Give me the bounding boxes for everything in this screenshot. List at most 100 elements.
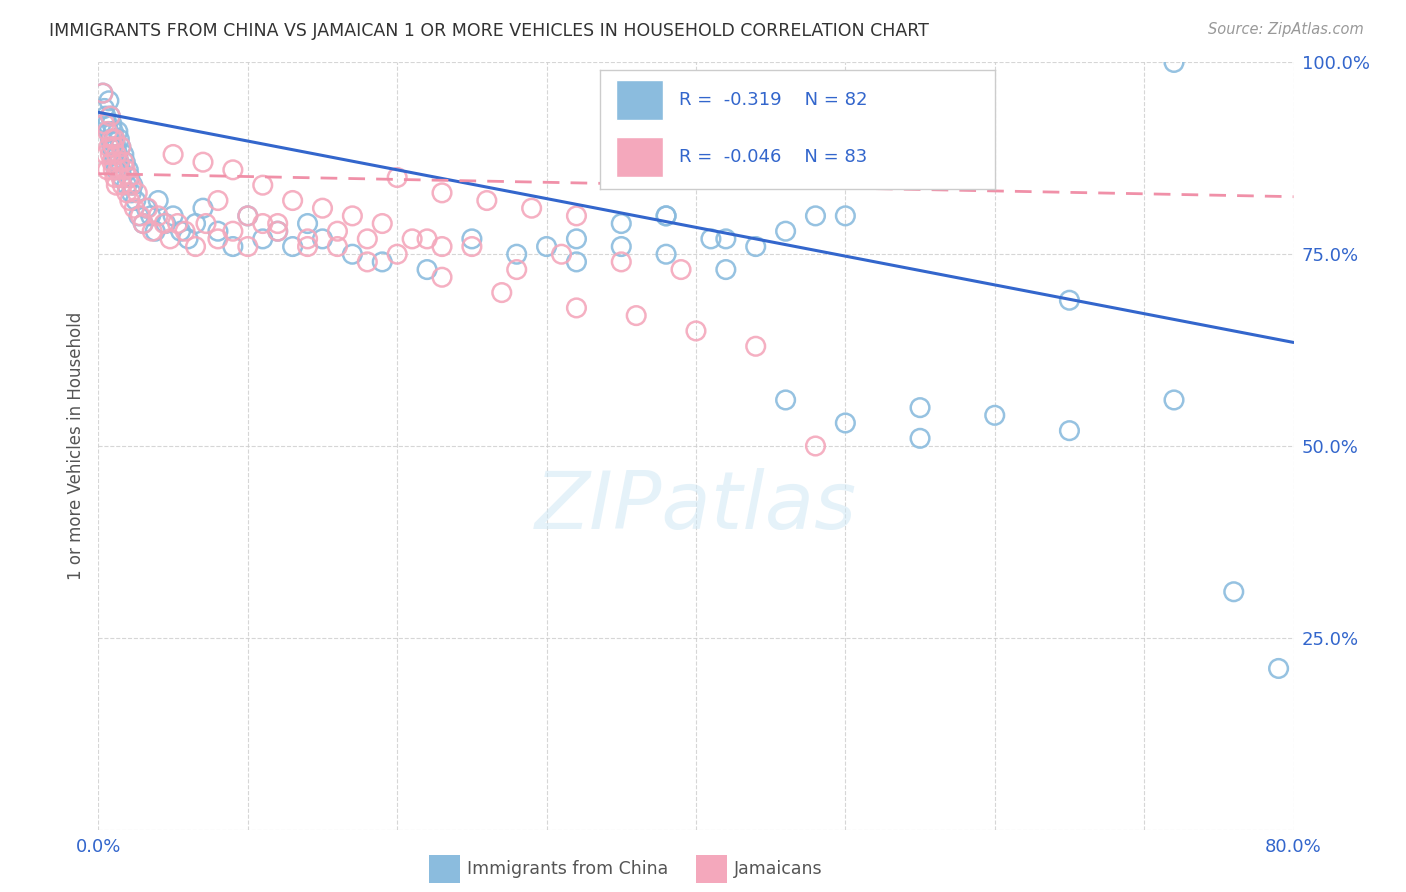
Point	[804, 209, 827, 223]
Point	[775, 224, 797, 238]
Text: ZIPatlas: ZIPatlas	[534, 468, 858, 547]
Point	[136, 201, 159, 215]
Point	[159, 232, 181, 246]
Point	[112, 147, 135, 161]
Point	[775, 392, 797, 407]
Point	[1163, 55, 1185, 70]
Point	[610, 217, 633, 231]
Point	[103, 140, 125, 154]
Point	[93, 102, 115, 116]
Point	[222, 162, 245, 177]
Point	[655, 209, 678, 223]
Point	[1059, 293, 1081, 308]
Point	[311, 201, 333, 215]
Point	[128, 209, 150, 223]
Point	[550, 247, 572, 261]
Point	[356, 255, 378, 269]
Point	[132, 217, 155, 231]
Point	[745, 239, 768, 253]
Point	[1223, 584, 1246, 599]
Point	[461, 232, 484, 246]
Point	[111, 170, 134, 185]
Point	[491, 285, 513, 300]
Point	[98, 132, 122, 146]
Text: Source: ZipAtlas.com: Source: ZipAtlas.com	[1208, 22, 1364, 37]
Point	[191, 201, 214, 215]
Point	[1267, 661, 1289, 675]
Point	[101, 117, 124, 131]
Point	[184, 239, 207, 253]
Point	[148, 194, 170, 208]
Text: Jamaicans: Jamaicans	[734, 860, 823, 878]
Point	[1059, 424, 1081, 438]
Point	[94, 109, 117, 123]
Point	[416, 262, 439, 277]
Point	[326, 239, 349, 253]
Point	[96, 117, 118, 131]
Point	[342, 209, 364, 223]
Point	[118, 170, 141, 185]
Point	[267, 224, 290, 238]
Point	[96, 124, 118, 138]
Point	[127, 186, 149, 200]
Point	[125, 194, 148, 208]
Point	[207, 232, 229, 246]
Point	[475, 194, 498, 208]
Point	[908, 401, 931, 415]
Point	[281, 239, 304, 253]
Point	[610, 239, 633, 253]
Point	[267, 224, 290, 238]
Point	[626, 309, 648, 323]
Point	[326, 224, 349, 238]
Point	[103, 124, 125, 138]
Point	[107, 147, 129, 161]
Text: IMMIGRANTS FROM CHINA VS JAMAICAN 1 OR MORE VEHICLES IN HOUSEHOLD CORRELATION CH: IMMIGRANTS FROM CHINA VS JAMAICAN 1 OR M…	[49, 22, 929, 40]
Point	[115, 186, 138, 200]
Point	[714, 262, 737, 277]
Point	[107, 124, 129, 138]
Point	[834, 416, 856, 430]
Point	[430, 186, 453, 200]
Point	[105, 147, 128, 161]
Point	[700, 232, 723, 246]
Point	[207, 194, 229, 208]
Point	[108, 155, 131, 169]
Point	[536, 239, 558, 253]
Point	[104, 132, 127, 146]
Point	[655, 247, 678, 261]
Point	[297, 232, 319, 246]
Point	[311, 232, 333, 246]
Point	[153, 217, 176, 231]
Point	[506, 262, 529, 277]
Point	[101, 140, 124, 154]
Point	[98, 109, 122, 123]
Point	[117, 170, 139, 185]
Point	[356, 232, 378, 246]
Point	[97, 94, 120, 108]
Point	[162, 147, 184, 161]
Point	[124, 201, 146, 215]
Point	[105, 178, 128, 193]
Point	[191, 155, 214, 169]
Point	[184, 217, 207, 231]
Point	[97, 124, 120, 138]
Point	[506, 247, 529, 261]
Point	[98, 147, 122, 161]
Point	[135, 201, 157, 215]
Point	[252, 232, 274, 246]
Point	[112, 155, 135, 169]
Point	[834, 209, 856, 223]
Point	[120, 178, 142, 193]
Point	[104, 155, 127, 169]
Point	[120, 186, 142, 200]
Point	[105, 140, 128, 154]
Point	[148, 209, 170, 223]
Point	[461, 239, 484, 253]
Point	[169, 224, 191, 238]
Point	[281, 194, 304, 208]
Point	[267, 217, 290, 231]
Point	[565, 209, 588, 223]
Point	[385, 170, 409, 185]
Point	[401, 232, 423, 246]
Point	[117, 162, 139, 177]
